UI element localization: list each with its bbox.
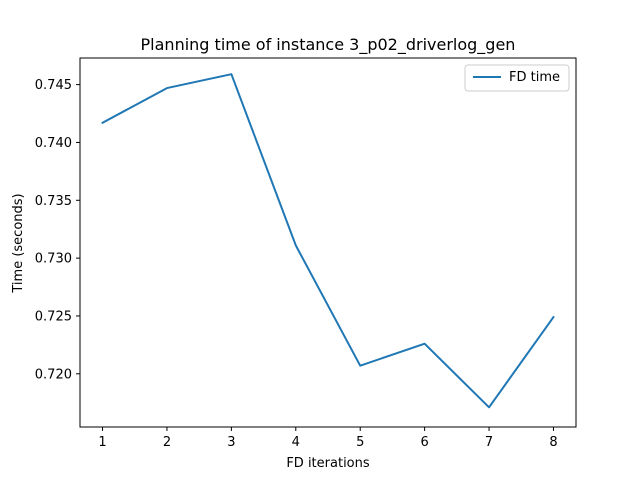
x-tick-label: 2 [163, 435, 171, 450]
legend-label: FD time [509, 70, 560, 85]
y-tick-label: 0.730 [35, 252, 72, 267]
x-tick-label: 4 [292, 435, 300, 450]
series-line-fd-time [101, 73, 555, 409]
plot-frame [79, 57, 577, 428]
legend-box [464, 64, 570, 92]
x-tick-label: 1 [98, 435, 106, 450]
x-tick-label: 7 [485, 435, 493, 450]
x-axis-ticks: 1 2 3 4 5 6 7 8 [98, 427, 558, 450]
x-tick-label: 6 [420, 435, 428, 450]
x-tick-label: 3 [227, 435, 235, 450]
x-tick-label: 5 [356, 435, 364, 450]
y-tick-label: 0.735 [35, 194, 72, 209]
chart-title: Planning time of instance 3_p02_driverlo… [141, 35, 516, 55]
x-tick-label: 8 [549, 435, 557, 450]
y-tick-label: 0.745 [35, 78, 72, 93]
y-tick-label: 0.725 [35, 309, 72, 324]
y-axis-ticks: 0.720 0.725 0.730 0.735 0.740 0.745 [35, 78, 80, 382]
y-tick-label: 0.740 [35, 136, 72, 151]
legend: FD time [464, 64, 570, 92]
x-axis-label: FD iterations [286, 456, 370, 471]
y-axis-label: Time (seconds) [11, 193, 26, 293]
y-tick-label: 0.720 [35, 367, 72, 382]
